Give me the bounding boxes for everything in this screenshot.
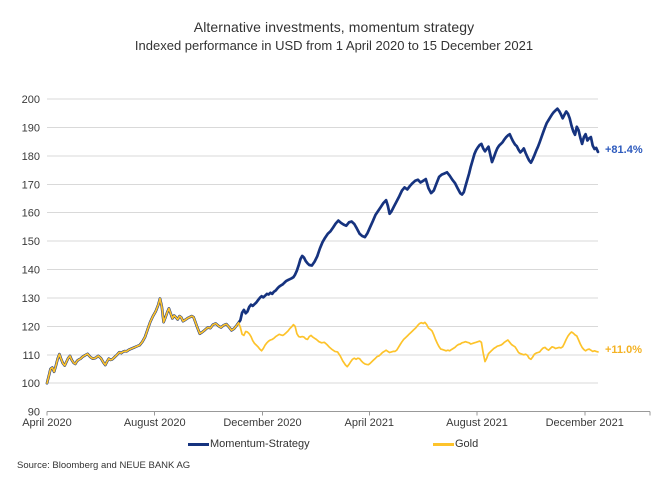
y-axis-tick-label: 130 — [22, 293, 40, 305]
chart-title: Alternative investments, momentum strate… — [193, 19, 475, 35]
momentum-line-swatch — [188, 442, 209, 446]
legend-label-gold: Gold — [455, 438, 479, 450]
legend-item-momentum: Momentum-Strategy — [188, 437, 310, 451]
source-note: Source: Bloomberg and NEUE BANK AG — [17, 460, 191, 471]
y-axis-tick-label: 100 — [22, 378, 40, 390]
x-axis-tick-label: April 2020 — [22, 417, 72, 429]
annotation-momentum-strategy: +81.4% — [605, 144, 643, 156]
x-axis-tick-label: April 2021 — [345, 417, 395, 429]
chart-subtitle: Indexed performance in USD from 1 April … — [134, 38, 534, 53]
x-axis-tick-label: December 2020 — [223, 417, 301, 429]
y-axis-tick-label: 120 — [22, 321, 40, 333]
x-axis-tick-label: December 2021 — [546, 417, 624, 429]
series-line-gold — [46, 297, 599, 385]
y-axis-tick-label: 110 — [22, 350, 40, 362]
y-axis-tick-label: 90 — [28, 407, 40, 419]
annotation-gold: +11.0% — [605, 344, 642, 356]
y-axis-tick-label: 160 — [22, 208, 40, 220]
plot-area: 90 100 110 120 130 140 150 160 170 180 190 200 April… — [22, 94, 651, 429]
y-axis-tick-label: 140 — [22, 265, 40, 277]
y-axis-tick-label: 180 — [22, 151, 40, 163]
legend-item-gold: Gold — [433, 437, 478, 451]
x-axis-tick-label: August 2021 — [446, 417, 508, 429]
y-axis-tick-label: 170 — [22, 179, 40, 191]
legend-label-momentum: Momentum-Strategy — [210, 438, 310, 450]
y-axis-tick-label: 200 — [22, 94, 40, 106]
y-axis-tick-label: 150 — [22, 236, 40, 248]
gold-line-swatch — [433, 442, 454, 446]
y-axis-tick-label: 190 — [22, 122, 40, 134]
x-axis-tick-label: August 2020 — [124, 417, 186, 429]
